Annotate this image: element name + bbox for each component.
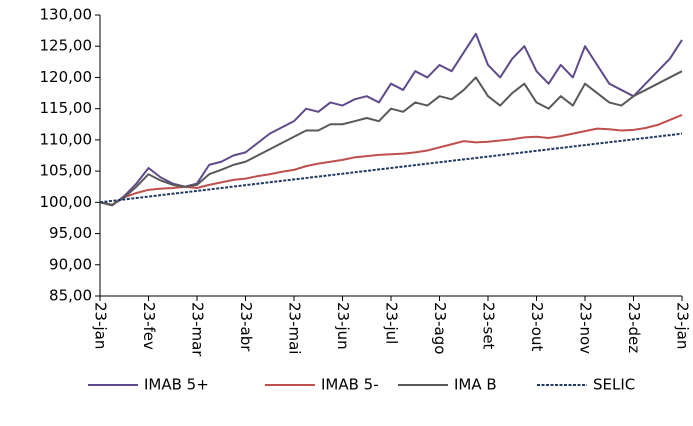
x-tick-label: 23-nov (577, 302, 595, 354)
x-tick-label: 23-out (528, 302, 546, 351)
y-tick-label: 100,00 (40, 193, 93, 211)
x-tick-label: 23-ago (431, 302, 449, 354)
y-tick-label: 115,00 (40, 99, 93, 117)
legend-label: IMA B (454, 376, 497, 394)
y-tick-label: 130,00 (40, 6, 93, 24)
series-line (99, 32, 683, 207)
x-tick-label: 23-abr (237, 302, 255, 352)
y-tick-label: 90,00 (49, 255, 92, 273)
x-tick-label: 23-fev (140, 302, 158, 350)
y-tick-label: 95,00 (49, 224, 92, 242)
y-tick-label: 120,00 (40, 68, 93, 86)
y-tick-label: 110,00 (40, 130, 93, 148)
legend-label: IMAB 5- (321, 376, 379, 394)
series-line (99, 113, 683, 206)
y-tick-label: 85,00 (49, 287, 92, 305)
legend-label: SELIC (593, 376, 635, 394)
legend-label: IMAB 5+ (144, 376, 209, 394)
y-tick-label: 125,00 (40, 37, 93, 55)
x-tick-label: 23-jun (334, 302, 352, 350)
x-tick-label: 23-jan (92, 302, 110, 349)
x-tick-label: 23-jul (383, 302, 401, 344)
x-tick-label: 23-dez (625, 302, 643, 353)
x-tick-label: 23-jan (674, 302, 692, 349)
x-tick-label: 23-set (480, 302, 498, 350)
series-line (99, 132, 683, 204)
y-tick-label: 105,00 (40, 162, 93, 180)
x-tick-label: 23-mai (286, 302, 304, 354)
x-tick-label: 23-mar (189, 302, 207, 357)
series-line (99, 70, 683, 206)
